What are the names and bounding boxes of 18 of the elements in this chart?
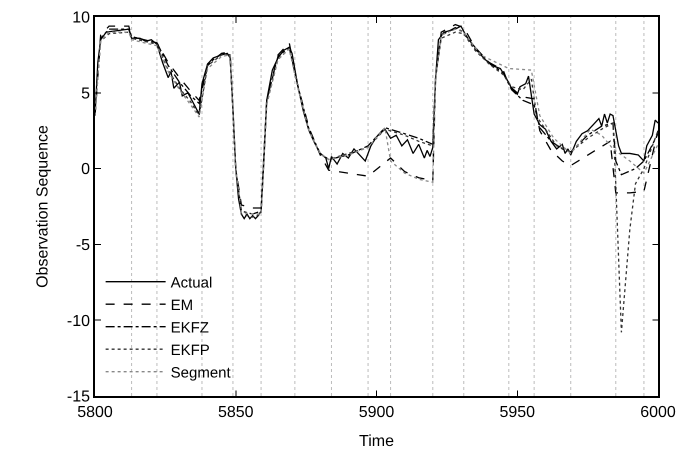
y-tick-label: 10 [72, 10, 90, 27]
x-tick-label: 6000 [640, 404, 676, 421]
y-tick-label: 0 [81, 161, 90, 178]
y-tick-label: -15 [66, 388, 90, 406]
y-axis-title: Observation Sequence [34, 125, 52, 288]
y-tick-label: -5 [76, 237, 90, 254]
y-tick-label: -10 [66, 312, 90, 330]
x-tick-label: 5950 [499, 404, 536, 421]
x-axis-title: Time [359, 433, 394, 450]
legend-label: EM [170, 297, 194, 314]
x-tick-label: 5800 [77, 404, 113, 421]
y-tick-label: 5 [81, 85, 90, 102]
x-tick-label: 5850 [218, 404, 254, 421]
legend-label: EKFZ [170, 320, 209, 337]
x-tick-label: 5900 [358, 404, 394, 421]
legend-label: EKFP [170, 342, 210, 360]
legend-label: Actual [170, 274, 212, 292]
legend-label: Segment [170, 364, 232, 382]
